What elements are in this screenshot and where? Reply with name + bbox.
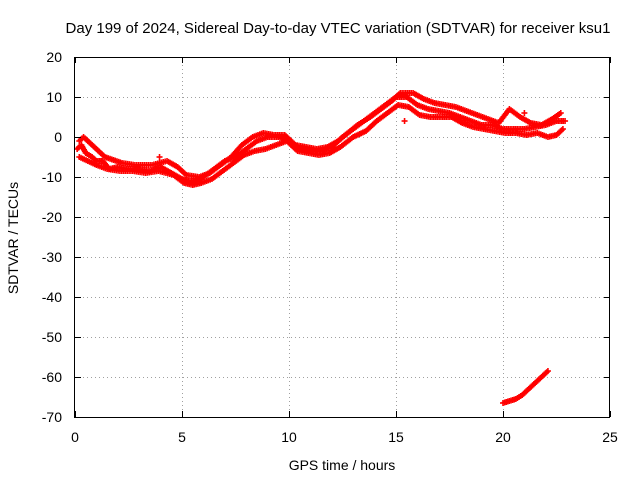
data-point: [401, 118, 408, 124]
axis-ticks: [75, 57, 611, 418]
y-tick-label: 0: [54, 129, 62, 145]
data-point: [544, 368, 551, 374]
data-point: [562, 118, 569, 124]
data-points: [74, 90, 569, 406]
x-tick-label: 25: [602, 429, 618, 445]
y-tick-label: -20: [42, 209, 62, 225]
y-tick-label: -70: [42, 409, 62, 425]
y-tick-label: -50: [42, 329, 62, 345]
data-point: [461, 120, 468, 126]
x-axis-label: GPS time / hours: [289, 457, 396, 473]
grid: [75, 57, 610, 417]
data-point: [559, 126, 566, 132]
data-point: [557, 110, 564, 116]
plot-frame: [74, 57, 610, 418]
x-tick-labels: 0 5 10 15 20 25: [71, 429, 618, 445]
x-tick-label: 20: [495, 429, 511, 445]
data-point: [156, 154, 163, 160]
y-tick-labels: -70 -60 -50 -40 -30 -20 -10 0 10 20: [42, 49, 62, 425]
x-tick-label: 15: [388, 429, 404, 445]
y-tick-label: 10: [46, 89, 62, 105]
x-tick-label: 0: [71, 429, 79, 445]
chart-title: Day 199 of 2024, Sidereal Day-to-day VTE…: [66, 20, 611, 37]
y-axis-label: SDTVAR / TECUs: [5, 182, 21, 294]
x-tick-label: 5: [178, 429, 186, 445]
x-tick-label: 10: [281, 429, 297, 445]
data-point: [521, 110, 528, 116]
y-tick-label: -60: [42, 369, 62, 385]
y-tick-label: -10: [42, 169, 62, 185]
y-tick-label: 20: [46, 49, 62, 65]
y-tick-label: -30: [42, 249, 62, 265]
y-tick-label: -40: [42, 289, 62, 305]
